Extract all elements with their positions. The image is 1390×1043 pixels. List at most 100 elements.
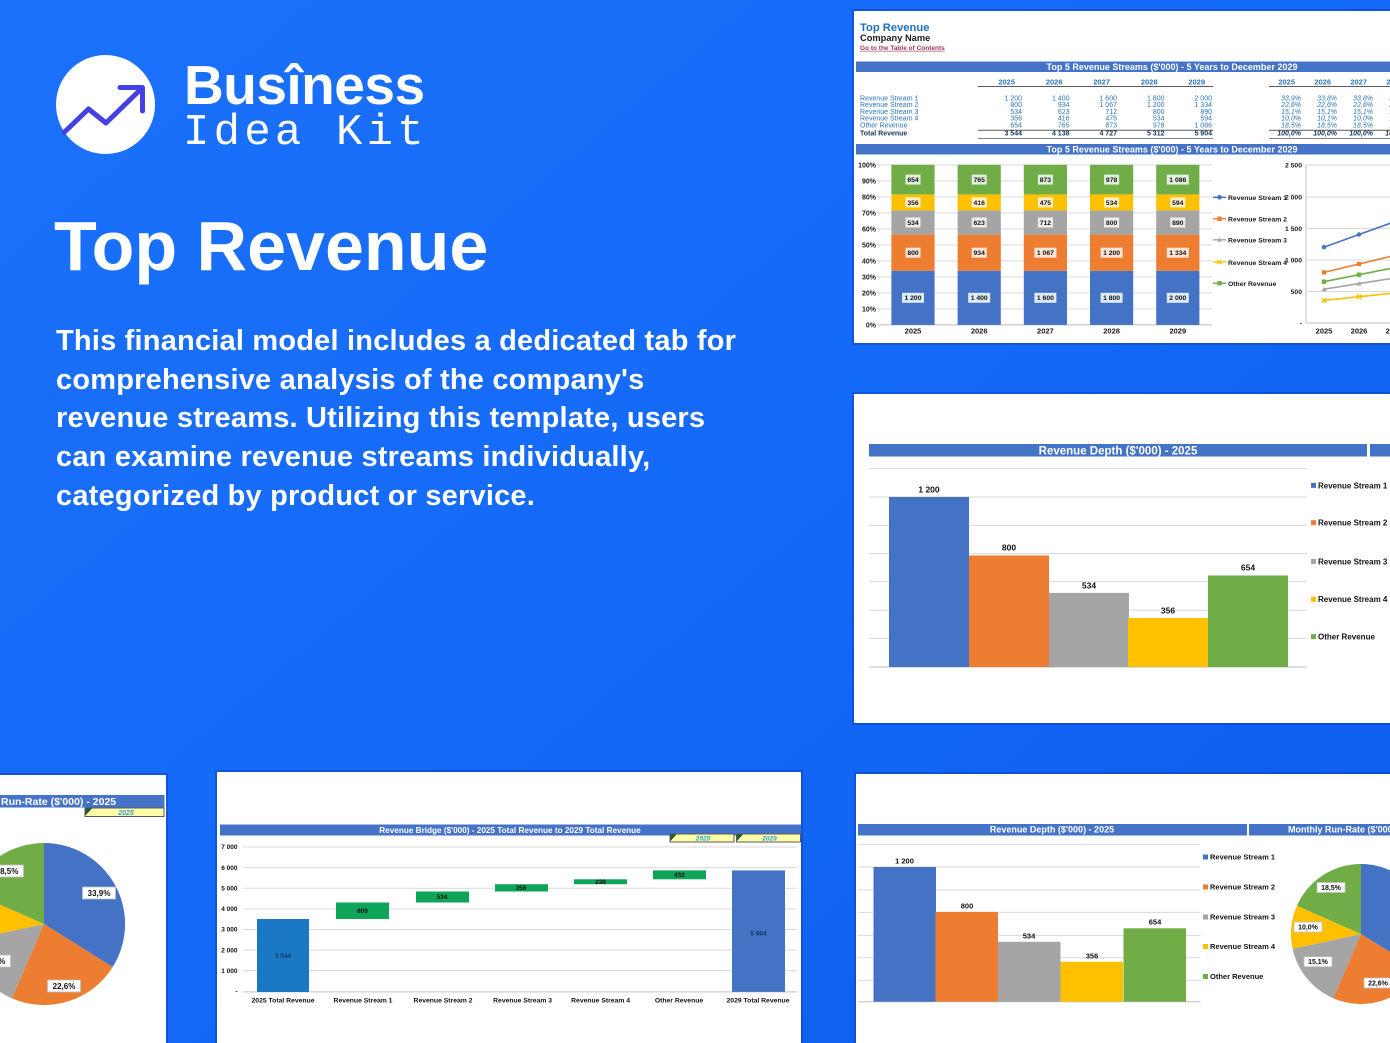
- svg-text:2029: 2029: [761, 836, 777, 843]
- svg-text:2 000: 2 000: [221, 947, 238, 954]
- svg-text:Revenue Stream 3: Revenue Stream 3: [1210, 913, 1275, 922]
- svg-text:18,5%: 18,5%: [1321, 885, 1342, 892]
- svg-text:2026: 2026: [1351, 327, 1368, 336]
- svg-text:2026: 2026: [1046, 78, 1063, 87]
- svg-text:534: 534: [1153, 116, 1165, 123]
- svg-text:22,6%: 22,6%: [1316, 102, 1337, 109]
- svg-text:654: 654: [1241, 563, 1255, 573]
- svg-text:1 200: 1 200: [895, 857, 914, 866]
- svg-text:2025: 2025: [905, 327, 922, 336]
- svg-text:1 067: 1 067: [1099, 102, 1117, 109]
- svg-text:Revenue Depth ($'000) - 2025: Revenue Depth ($'000) - 2025: [990, 825, 1114, 835]
- svg-text:2025 Total Revenue: 2025 Total Revenue: [252, 998, 315, 1005]
- svg-text:765: 765: [974, 177, 986, 184]
- svg-text:2025: 2025: [1316, 327, 1333, 336]
- svg-text:475: 475: [1105, 116, 1117, 123]
- svg-text:432: 432: [674, 872, 685, 879]
- svg-text:765: 765: [1058, 123, 1070, 130]
- svg-text:Revenue Stream 2: Revenue Stream 2: [860, 102, 918, 109]
- svg-text:2028: 2028: [1103, 327, 1120, 336]
- svg-text:Other Revenue: Other Revenue: [655, 998, 704, 1005]
- svg-text:800: 800: [1002, 543, 1016, 553]
- svg-text:623: 623: [974, 220, 986, 227]
- svg-text:10,1%: 10,1%: [1317, 116, 1337, 123]
- svg-text:22,6%: 22,6%: [1352, 102, 1373, 109]
- svg-text:Revenue Stream 1: Revenue Stream 1: [334, 998, 393, 1005]
- svg-text:100,0%: 100,0%: [1313, 130, 1338, 137]
- svg-text:5 904: 5 904: [1194, 130, 1212, 137]
- svg-text:2026: 2026: [1314, 78, 1331, 87]
- svg-text:416: 416: [974, 200, 986, 207]
- svg-text:Revenue Bridge ($'000) - 2025: Revenue Bridge ($'000) - 2025 Total Reve…: [379, 826, 641, 835]
- svg-text:33,9%: 33,9%: [88, 889, 111, 898]
- svg-text:40%: 40%: [862, 258, 877, 265]
- svg-text:2029: 2029: [1188, 78, 1205, 87]
- svg-text:1 334: 1 334: [1194, 102, 1212, 109]
- svg-text:Revenue Stream 3: Revenue Stream 3: [493, 998, 552, 1005]
- svg-text:Top 5 Revenue Streams ($'000): Top 5 Revenue Streams ($'000) - 5 Years …: [1047, 62, 1298, 72]
- svg-text:7 000: 7 000: [221, 844, 238, 851]
- svg-text:10%: 10%: [862, 306, 877, 313]
- svg-text:Other Revenue: Other Revenue: [1228, 281, 1277, 288]
- svg-text:1 000: 1 000: [221, 968, 238, 975]
- svg-text:Revenue Stream 2: Revenue Stream 2: [1228, 217, 1287, 224]
- svg-text:1 200: 1 200: [904, 295, 921, 302]
- svg-text:70%: 70%: [862, 210, 877, 217]
- svg-text:500: 500: [1291, 289, 1303, 296]
- svg-text:978: 978: [1106, 177, 1118, 184]
- svg-text:Total Revenue: Total Revenue: [860, 130, 907, 137]
- svg-text:Revenue Stream 4: Revenue Stream 4: [860, 116, 918, 123]
- svg-text:623: 623: [1058, 109, 1070, 116]
- svg-text:20%: 20%: [862, 290, 877, 297]
- svg-text:1 600: 1 600: [1037, 295, 1054, 302]
- svg-text:534: 534: [1082, 581, 1096, 591]
- svg-text:Monthly Run-Rate ($'000: Monthly Run-Rate ($'000: [1288, 825, 1390, 835]
- svg-text:654: 654: [1010, 123, 1022, 130]
- svg-text:4 727: 4 727: [1099, 130, 1117, 137]
- svg-text:1 200: 1 200: [1147, 102, 1165, 109]
- svg-text:33,8%: 33,8%: [1353, 95, 1373, 102]
- svg-text:22,6%: 22,6%: [1368, 981, 1389, 988]
- svg-text:5 312: 5 312: [1147, 130, 1165, 137]
- svg-text:3 544: 3 544: [275, 953, 292, 960]
- svg-text:2027: 2027: [1350, 78, 1367, 87]
- svg-text:416: 416: [1058, 116, 1070, 123]
- svg-text:Top 5 Revenue Streams ($'000): Top 5 Revenue Streams ($'000) - 5 Years …: [1047, 145, 1298, 155]
- svg-text:1 400: 1 400: [971, 295, 988, 302]
- svg-text:15,1%: 15,1%: [1353, 109, 1373, 116]
- svg-text:33,9%: 33,9%: [1281, 95, 1301, 102]
- svg-text:18,5%: 18,5%: [1317, 123, 1337, 130]
- svg-text:90%: 90%: [862, 178, 877, 185]
- svg-text:534: 534: [907, 220, 919, 227]
- svg-text:30%: 30%: [862, 274, 877, 281]
- svg-text:Revenue Stream 1: Revenue Stream 1: [1318, 481, 1388, 490]
- svg-text:1 800: 1 800: [1103, 295, 1120, 302]
- svg-text:80%: 80%: [862, 194, 877, 201]
- svg-text:Revenue Stream 2: Revenue Stream 2: [414, 998, 473, 1005]
- svg-text:1 086: 1 086: [1169, 177, 1186, 184]
- svg-text:10,0%: 10,0%: [1281, 116, 1301, 123]
- svg-text:Revenue Stream 1: Revenue Stream 1: [860, 95, 918, 102]
- svg-text:100,0%: 100,0%: [1349, 130, 1374, 137]
- svg-text:978: 978: [1153, 123, 1165, 130]
- svg-text:2029 Total Revenue: 2029 Total Revenue: [727, 998, 790, 1005]
- svg-text:6 000: 6 000: [221, 865, 238, 872]
- svg-text:800: 800: [1153, 109, 1165, 116]
- svg-text:534: 534: [1106, 200, 1118, 207]
- svg-text:1 086: 1 086: [1194, 123, 1212, 130]
- svg-text:873: 873: [1040, 177, 1052, 184]
- svg-text:800: 800: [1010, 102, 1022, 109]
- svg-text:800: 800: [357, 908, 368, 915]
- svg-text:2027: 2027: [1386, 327, 1390, 336]
- svg-text:5 000: 5 000: [221, 885, 238, 892]
- svg-text:Top Revenue: Top Revenue: [860, 22, 929, 34]
- svg-text:Revenue Stream 2: Revenue Stream 2: [1210, 883, 1275, 892]
- svg-text:1 067: 1 067: [1037, 250, 1054, 257]
- svg-text:4 138: 4 138: [1052, 130, 1070, 137]
- svg-text:1 200: 1 200: [918, 485, 940, 495]
- svg-text:800: 800: [907, 250, 919, 257]
- svg-text:2027: 2027: [1037, 327, 1054, 336]
- svg-text:18,5%: 18,5%: [0, 867, 18, 876]
- svg-text:934: 934: [974, 250, 986, 257]
- svg-text:800: 800: [1106, 220, 1118, 227]
